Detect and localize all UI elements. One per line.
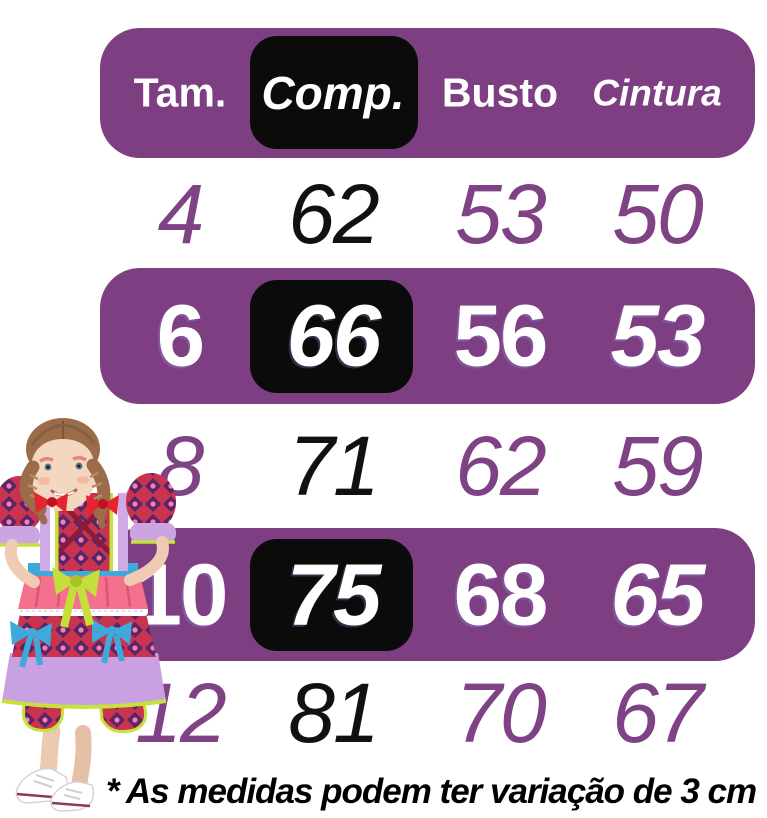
cell-busto: 62 bbox=[455, 419, 546, 513]
cell-comp: 81 bbox=[288, 666, 379, 760]
cell-tam: 4 bbox=[157, 167, 205, 261]
cell-cintura: 59 bbox=[612, 419, 703, 513]
table-row-size-8: 8 71 62 59 bbox=[0, 404, 767, 528]
table-row-size-10: 10 75 68 65 bbox=[0, 528, 767, 661]
row-bar bbox=[100, 268, 755, 404]
cell-comp: 62 bbox=[288, 167, 379, 261]
header-cell-comp: Comp. bbox=[261, 67, 405, 119]
cell-cintura: 53 bbox=[610, 287, 706, 385]
table-row-size-4: 4 62 53 50 bbox=[0, 158, 767, 270]
cell-comp: 71 bbox=[288, 419, 379, 513]
cell-cintura: 67 bbox=[612, 666, 703, 760]
header-row: Tam. Comp. Busto Cintura bbox=[0, 28, 767, 158]
cell-tam: 6 bbox=[156, 287, 205, 385]
cell-cintura: 50 bbox=[612, 167, 703, 261]
measurement-disclaimer: * As medidas podem ter variação de 3 cm bbox=[105, 772, 757, 811]
table-row-size-12: 12 81 70 67 bbox=[0, 658, 767, 768]
header-cell-busto: Busto bbox=[441, 69, 559, 116]
table-row-size-6: 6 66 56 53 bbox=[0, 268, 767, 404]
row-bar bbox=[100, 528, 755, 661]
eyeshadow bbox=[39, 455, 87, 463]
bow-blue-left bbox=[10, 621, 52, 668]
bow-red-right bbox=[86, 495, 119, 515]
cell-busto: 53 bbox=[455, 167, 546, 261]
cell-cintura: 65 bbox=[610, 546, 706, 643]
header-cell-cintura: Cintura bbox=[592, 72, 722, 114]
comp-cell-highlight bbox=[250, 539, 413, 651]
bow-red-left bbox=[34, 492, 68, 513]
cell-comp: 75 bbox=[286, 546, 382, 643]
girl-model-photo bbox=[0, 418, 176, 812]
comp-header-highlight bbox=[250, 36, 418, 149]
bow-lime bbox=[52, 567, 100, 628]
header-cell-tam: Tam. bbox=[133, 69, 227, 116]
cell-busto: 68 bbox=[453, 546, 549, 643]
comp-cell-highlight bbox=[250, 280, 413, 393]
cell-comp: 66 bbox=[286, 287, 382, 385]
header-bar bbox=[100, 28, 755, 158]
cell-busto: 56 bbox=[453, 287, 549, 385]
sneaker-right bbox=[50, 781, 95, 812]
bow-blue-right bbox=[92, 619, 132, 664]
cell-busto: 70 bbox=[455, 666, 546, 760]
